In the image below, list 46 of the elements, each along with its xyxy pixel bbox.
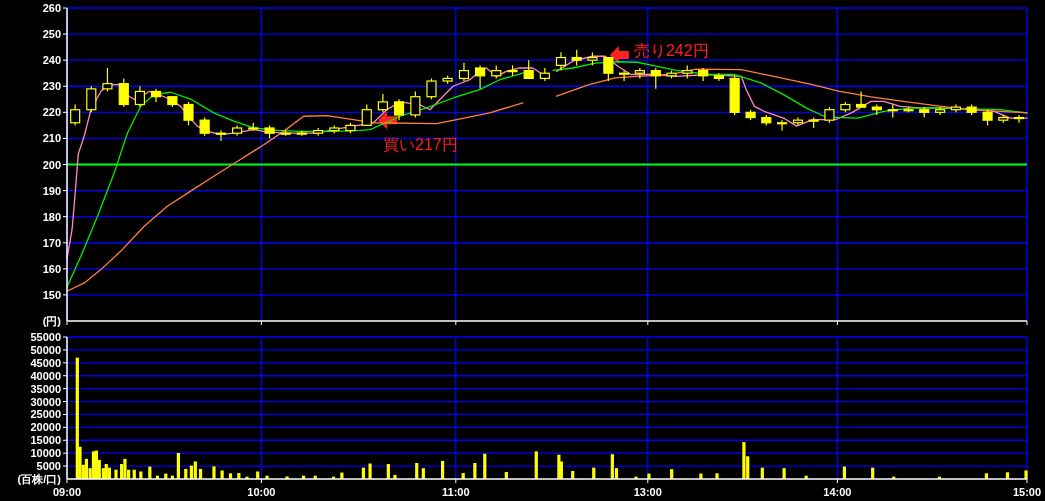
bar xyxy=(212,466,216,479)
bar xyxy=(393,474,397,479)
y-tick-label: 170 xyxy=(42,236,61,249)
y-tick-label: 260 xyxy=(42,2,61,14)
line-series xyxy=(66,102,524,292)
y-tick-label: 15000 xyxy=(30,434,61,447)
x-tick-label: 14:00 xyxy=(823,486,852,498)
y-tick-label: 5000 xyxy=(36,460,61,473)
y-tick-label: 190 xyxy=(42,184,61,197)
y-axis-title: (百株/口) xyxy=(17,473,62,485)
y-tick-label: 240 xyxy=(42,54,61,67)
bar xyxy=(114,469,118,479)
bar xyxy=(742,442,746,479)
bar xyxy=(534,451,538,479)
y-tick-label: 200 xyxy=(42,158,61,171)
bar xyxy=(610,454,614,479)
y-tick-label: 35000 xyxy=(30,382,61,395)
x-tick-label: 10:00 xyxy=(247,486,276,498)
bar xyxy=(285,476,289,479)
bar xyxy=(193,461,197,479)
y-tick-label: 40000 xyxy=(30,369,61,382)
x-tick-label: 13:00 xyxy=(633,486,662,498)
y-tick-label: 160 xyxy=(42,262,61,275)
x-tick-label: 15:00 xyxy=(1012,486,1042,498)
y-tick-label: 230 xyxy=(42,80,61,93)
y-tick-label: 180 xyxy=(42,210,61,223)
y-tick-label: 10000 xyxy=(30,447,61,460)
y-tick-label: 50000 xyxy=(30,343,61,356)
y-tick-label: 55000 xyxy=(30,331,61,343)
y-tick-label: 30000 xyxy=(30,395,61,408)
y-tick-label: 45000 xyxy=(30,356,61,369)
y-tick-label: 210 xyxy=(42,132,61,145)
y-tick-label: 150 xyxy=(42,288,61,301)
bar xyxy=(368,463,372,479)
x-tick-label: 11:00 xyxy=(442,486,470,498)
y-axis-title: (円) xyxy=(42,315,62,327)
bar xyxy=(1024,470,1028,479)
y-tick-label: 220 xyxy=(42,106,61,119)
y-tick-label: 250 xyxy=(42,28,61,41)
bar xyxy=(176,452,180,479)
y-tick-label: 25000 xyxy=(30,408,61,421)
bar xyxy=(647,473,651,479)
y-tick-label: 20000 xyxy=(30,421,61,434)
bar xyxy=(123,458,127,479)
x-tick-label: 09:00 xyxy=(52,486,82,498)
bar xyxy=(715,473,719,479)
